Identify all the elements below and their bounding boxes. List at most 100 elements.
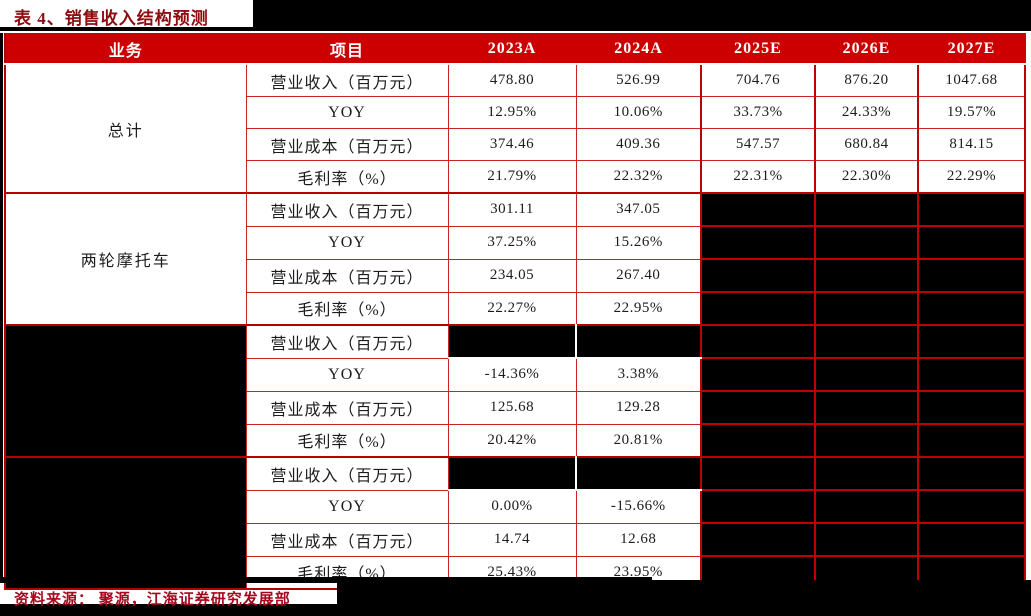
value-cell-redacted — [814, 522, 919, 557]
table-row: YOY 0.00% -15.66% — [5, 489, 1026, 524]
table-row: YOY 12.95% 10.06% 33.73% 24.33% 19.57% — [5, 96, 1026, 129]
column-header-business: 业务 — [4, 33, 247, 65]
value-cell: 704.76 — [700, 63, 816, 97]
item-cell: 毛利率（%） — [245, 423, 449, 458]
value-cell-redacted — [917, 456, 1026, 491]
redaction-left-edge — [0, 33, 3, 583]
item-cell: 毛利率（%） — [245, 291, 449, 326]
value-cell-redacted — [917, 522, 1026, 557]
value-cell: 19.57% — [917, 96, 1026, 129]
item-cell: YOY — [245, 225, 449, 260]
item-cell: 毛利率（%） — [245, 160, 449, 194]
value-cell: 526.99 — [575, 63, 702, 97]
value-cell-redacted — [700, 522, 816, 557]
value-cell-redacted — [700, 357, 816, 392]
value-cell-redacted — [700, 456, 816, 491]
table-bottom-black-border — [0, 577, 652, 583]
value-cell: 22.31% — [700, 160, 816, 194]
column-header-2023a: 2023A — [447, 33, 577, 65]
table-row: 毛利率（%） 20.42% 20.81% — [5, 423, 1026, 458]
forecast-table: 业务 项目 2023A 2024A 2025E 2026E 2027E 总计 营业… — [4, 33, 1026, 590]
item-cell: 营业成本（百万元） — [245, 522, 449, 557]
value-cell: 37.25% — [447, 225, 577, 260]
value-cell: 20.42% — [447, 423, 577, 458]
item-cell: YOY — [245, 489, 449, 524]
value-cell-redacted — [447, 456, 577, 491]
value-cell-redacted — [700, 489, 816, 524]
value-cell-redacted — [814, 456, 919, 491]
value-cell-redacted — [917, 390, 1026, 425]
value-cell: 12.95% — [447, 96, 577, 129]
value-cell: 22.95% — [575, 291, 702, 326]
value-cell-redacted — [575, 324, 702, 359]
value-cell-redacted — [700, 192, 816, 227]
value-cell-redacted — [917, 324, 1026, 359]
value-cell-redacted — [700, 423, 816, 458]
redaction-bottom-bar — [0, 604, 1031, 616]
table-row: 营业成本（百万元） 234.05 267.40 — [5, 258, 1026, 293]
source-note: 资料来源： 聚源，江海证券研究发展部 — [14, 592, 291, 608]
table-row: 总计 营业收入（百万元） 478.80 526.99 704.76 876.20 1047.… — [4, 63, 1026, 194]
value-cell-redacted — [814, 225, 919, 260]
table-body: 总计 营业收入（百万元） 478.80 526.99 704.76 876.20 1047.… — [4, 63, 1026, 590]
value-cell: 33.73% — [700, 96, 816, 129]
value-cell-redacted — [700, 390, 816, 425]
value-cell: 409.36 — [575, 128, 702, 161]
value-cell: 347.05 — [575, 192, 702, 227]
item-cell: 营业成本（百万元） — [245, 128, 449, 161]
value-cell: 20.81% — [575, 423, 702, 458]
value-cell-redacted — [700, 258, 816, 293]
value-cell: 24.33% — [814, 96, 919, 129]
item-cell: 营业成本（百万元） — [245, 258, 449, 293]
value-cell-redacted — [917, 258, 1026, 293]
item-cell: 营业收入（百万元） — [245, 456, 449, 491]
value-cell: 234.05 — [447, 258, 577, 293]
column-header-2027e: 2027E — [917, 33, 1026, 65]
table-header-row: 业务 项目 2023A 2024A 2025E 2026E 2027E — [4, 33, 1026, 65]
value-cell-redacted — [814, 489, 919, 524]
value-cell: 680.84 — [814, 128, 919, 161]
value-cell: 22.30% — [814, 160, 919, 194]
value-cell: 814.15 — [917, 128, 1026, 161]
value-cell-redacted — [917, 423, 1026, 458]
value-cell: 374.46 — [447, 128, 577, 161]
value-cell-redacted — [575, 456, 702, 491]
value-cell: 3.38% — [575, 357, 702, 392]
item-cell: 营业收入（百万元） — [245, 63, 449, 97]
value-cell-redacted — [814, 390, 919, 425]
value-cell: 12.68 — [575, 522, 702, 557]
column-header-2024a: 2024A — [575, 33, 702, 65]
value-cell-redacted — [700, 225, 816, 260]
value-cell: 14.74 — [447, 522, 577, 557]
business-cell-redacted — [4, 324, 247, 458]
value-cell: 301.11 — [447, 192, 577, 227]
value-cell-redacted — [814, 192, 919, 227]
business-cell: 总计 — [4, 63, 247, 194]
value-cell: 15.26% — [575, 225, 702, 260]
business-cell: 两轮摩托车 — [4, 192, 247, 326]
table-row: 营业收入（百万元） — [4, 324, 1026, 458]
value-cell: 478.80 — [447, 63, 577, 97]
value-cell-redacted — [814, 357, 919, 392]
value-cell-redacted — [814, 423, 919, 458]
column-header-2025e: 2025E — [700, 33, 816, 65]
value-cell: 876.20 — [814, 63, 919, 97]
table-row: 营业成本（百万元） 125.68 129.28 — [5, 390, 1026, 425]
column-header-item: 项目 — [245, 33, 449, 65]
value-cell: -15.66% — [575, 489, 702, 524]
value-cell: 10.06% — [575, 96, 702, 129]
item-cell: YOY — [245, 96, 449, 129]
value-cell-redacted — [917, 357, 1026, 392]
value-cell-redacted — [814, 258, 919, 293]
table-title: 表 4、销售收入结构预测 — [14, 9, 209, 28]
table-row: 两轮摩托车 营业收入（百万元） 301.11 347.05 — [4, 192, 1026, 326]
value-cell: 22.29% — [917, 160, 1026, 194]
value-cell: 1047.68 — [917, 63, 1026, 97]
item-cell: 营业成本（百万元） — [245, 390, 449, 425]
value-cell: 21.79% — [447, 160, 577, 194]
value-cell-redacted — [917, 489, 1026, 524]
business-cell-redacted — [4, 456, 247, 590]
table-row: 营业收入（百万元） — [4, 456, 1026, 590]
value-cell-redacted — [917, 192, 1026, 227]
value-cell-redacted — [700, 324, 816, 359]
